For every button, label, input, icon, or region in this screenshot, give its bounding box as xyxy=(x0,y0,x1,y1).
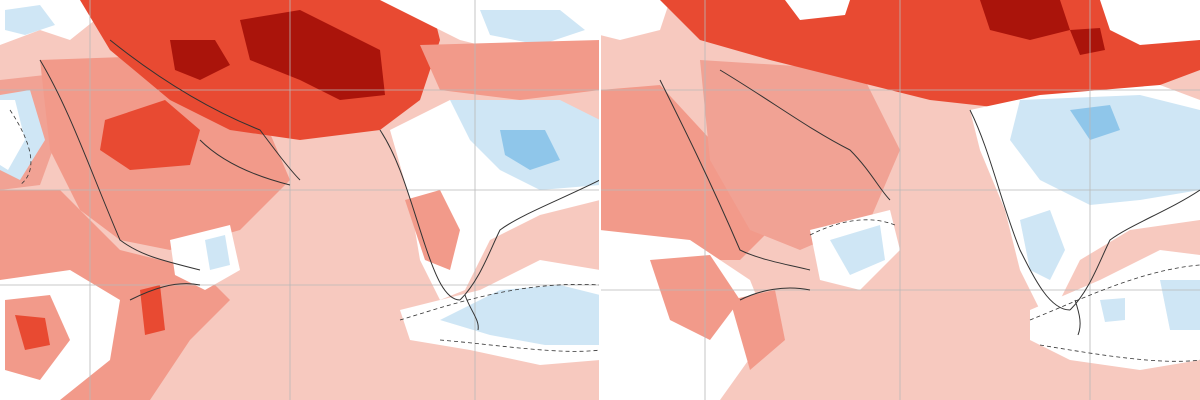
cool-region-indian-ocean xyxy=(440,285,600,345)
neutral-region-egypt xyxy=(0,100,25,170)
cool-patch-indian-ocean xyxy=(1100,298,1125,322)
strong-cool-region-india xyxy=(500,130,560,170)
warm-region-tibet xyxy=(420,40,600,100)
strong-warm-arabia xyxy=(100,100,200,170)
graticule-left xyxy=(0,0,600,400)
anomaly-contours-left xyxy=(9,109,600,352)
strong-warm-patch-somalia xyxy=(140,285,165,335)
extreme-warm-iran xyxy=(170,40,230,80)
map-panel-left xyxy=(0,0,600,400)
coastlines-left xyxy=(39,39,600,331)
cool-region-gulf-aden xyxy=(205,235,230,270)
extreme-warm-patch xyxy=(1070,28,1105,55)
cool-region-south-india xyxy=(1020,210,1065,280)
cool-region-indian-ocean xyxy=(1160,280,1200,330)
extreme-warm-central-asia xyxy=(240,10,385,100)
neutral-region-ne xyxy=(1100,0,1200,45)
cool-region-gulf-aden xyxy=(830,225,885,275)
map-panel-right xyxy=(600,0,1200,400)
anomaly-contours-right xyxy=(809,219,1200,362)
coastlines-right xyxy=(659,69,1200,336)
warm-region-west-india xyxy=(405,190,460,270)
warm-patch-east-africa xyxy=(650,255,740,340)
strong-cool-region-india xyxy=(1070,105,1120,140)
panel-divider xyxy=(599,0,601,400)
extreme-warm-kazakhstan xyxy=(980,0,1070,40)
cool-region-nw xyxy=(5,5,55,35)
warm-region-egypt xyxy=(600,85,770,260)
cool-region-ne xyxy=(480,10,585,45)
strong-warm-patch-africa xyxy=(15,315,50,350)
anomaly-map-right xyxy=(600,0,1200,400)
anomaly-map-left xyxy=(0,0,600,400)
graticule-right xyxy=(600,0,1200,400)
warm-patch-somalia xyxy=(730,290,785,370)
warm-region-arabia xyxy=(700,60,900,250)
cool-region-india xyxy=(1010,95,1200,205)
neutral-region-nw xyxy=(600,0,670,40)
neutral-patch-north xyxy=(785,0,850,20)
